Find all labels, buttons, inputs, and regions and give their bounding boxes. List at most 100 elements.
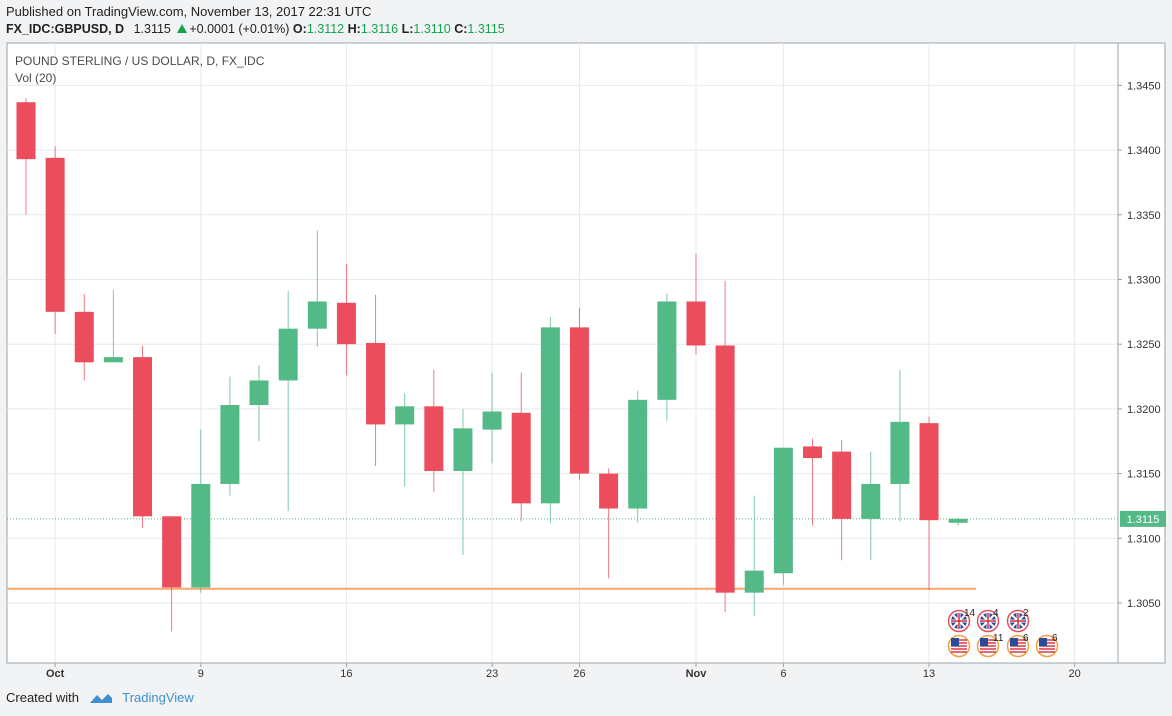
y-tick-label: 1.3450 [1127,80,1161,92]
event-count-label: 2 [1023,608,1029,619]
flag-canton [980,638,988,646]
candle [657,293,677,421]
candle-body [569,327,589,474]
tradingview-brand-link[interactable]: TradingView [122,690,194,705]
price-axis[interactable]: 1.3050 1.3100 1.3150 1.3200 1.3250 1.3300 1.33… [1117,43,1161,663]
candle [191,429,211,593]
candle [599,468,619,579]
candle-body [861,483,881,519]
y-tick-label: 1.3050 [1127,598,1161,610]
candle-body [803,446,823,459]
last-price-badge-label: 1.3115 [1127,514,1160,526]
candle-body [832,451,852,519]
event-markers: 14 4 2 11 6 6 [947,608,1059,658]
candle-body [395,406,415,425]
us-flag-icon: 11 [976,633,1004,658]
candle-body [249,380,269,406]
flag-canton [1010,638,1018,646]
price-change: +0.0001 (+0.01%) [189,22,290,36]
us-flag-icon [947,634,971,658]
time-axis[interactable]: Oct 9 16 23 26 Nov 6 13 20 [7,662,1118,680]
candle-body [715,345,735,593]
candle-body [948,518,968,523]
candle-body [16,102,36,160]
published-line: Published on TradingView.com, November 1… [6,4,372,19]
x-tick-label: 26 [573,668,585,680]
event-count-label: 14 [964,608,976,619]
volume-indicator-label: Vol (20) [15,71,56,85]
candle [249,364,269,442]
event-count-label: 4 [993,608,999,619]
ohlc-line: FX_IDC:GBPUSD, D 1.3115 +0.0001 (+0.01%)… [6,22,505,36]
flag-canton [1039,638,1047,646]
candle-body [686,301,706,346]
candle-body [424,406,444,472]
candle [278,291,298,512]
candle [74,293,94,381]
low-label: L: [401,22,414,36]
candle-body [628,399,648,509]
event-count-label: 11 [993,633,1004,644]
up-arrow-icon [177,24,188,33]
candle [832,439,852,561]
last-price-badge [1120,510,1166,527]
candle [366,295,386,466]
candle-body [599,473,619,509]
candle [919,416,939,591]
candle-body [103,357,123,363]
candle [103,289,123,363]
candle [45,146,65,334]
candle [803,438,823,526]
us-flag-icon: 6 [1035,633,1059,658]
candle [569,307,589,481]
candle [162,516,182,632]
x-tick-label: 13 [923,668,935,680]
candle [715,280,735,613]
candle-body [657,301,677,400]
x-tick-label: 20 [1069,668,1081,680]
candle [133,345,153,528]
high-label: H: [347,22,361,36]
open-label: O: [292,22,307,36]
candles [16,98,968,632]
candle [307,230,327,347]
candle [773,447,793,585]
candle-body [890,421,910,484]
candle-body [919,423,939,521]
candle [453,408,473,556]
candle-body [45,157,65,312]
candle [336,263,356,376]
y-tick-label: 1.3300 [1127,275,1161,287]
us-flag-icon: 6 [1006,633,1030,658]
candle-body [133,357,153,517]
created-with-label: Created with [6,690,79,705]
candle-body [773,447,793,574]
candle-body [307,301,327,329]
candle [511,372,531,522]
candle [628,390,648,523]
uk-flag-icon: 4 [976,608,1000,633]
tradingview-logo-icon [89,694,112,703]
uk-flag-icon: 2 [1006,608,1030,633]
footer: Created with TradingView [6,690,194,705]
last-price: 1.3115 [133,22,171,36]
x-tick-label: 16 [340,668,352,680]
event-count-label: 6 [1052,633,1058,644]
candle [948,517,968,526]
x-tick-label: 6 [780,668,786,680]
candle-body [278,328,298,381]
chart-title: POUND STERLING / US DOLLAR, D, FX_IDC [15,54,265,68]
candle-body [482,411,502,430]
y-tick-label: 1.3400 [1127,145,1161,157]
candle [395,393,415,487]
uk-flag-icon: 14 [947,608,976,633]
open-value: 1.3112 [306,22,345,36]
candle-body [744,570,764,593]
y-tick-label: 1.3200 [1127,404,1161,416]
candle-body [366,342,386,425]
x-tick-label: Nov [686,668,708,680]
y-tick-label: 1.3350 [1127,210,1161,222]
candle [220,376,240,496]
candle [16,98,36,215]
